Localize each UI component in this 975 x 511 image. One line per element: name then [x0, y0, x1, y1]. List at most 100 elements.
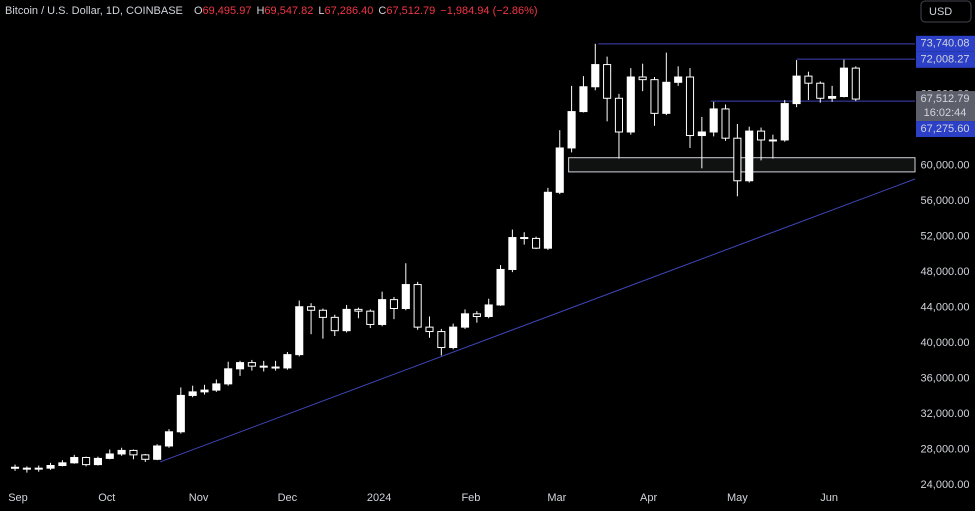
candle-body [851, 67, 860, 100]
candle-body [437, 331, 446, 349]
x-tick-label: Sep [8, 492, 28, 504]
candle-body [768, 139, 777, 142]
candle-body [508, 237, 517, 270]
candle-body [366, 310, 375, 325]
currency-button[interactable] [920, 0, 972, 23]
candle-body [22, 467, 31, 470]
candle-body [828, 96, 837, 99]
candle-body [520, 237, 529, 240]
candle-body [603, 64, 612, 99]
ohlc-value: 69,495.97 [203, 5, 252, 17]
candle-body [579, 86, 588, 113]
candle-body [153, 445, 162, 460]
ohlc-value: 67,512.79 [386, 5, 435, 17]
candle-body [401, 284, 410, 309]
candle-body [662, 81, 671, 114]
y-tick-label: 32,000.00 [921, 408, 970, 420]
candle-body [212, 383, 221, 391]
plot-area [10, 43, 916, 473]
candle-body [176, 394, 185, 433]
candle-body [591, 64, 600, 88]
candle-body [745, 130, 754, 182]
candle-body [674, 76, 683, 83]
x-tick-label: May [727, 492, 748, 504]
candle-body [82, 457, 91, 466]
candle-body [697, 131, 706, 137]
ohlc-key: L [318, 5, 324, 17]
price-tag-label: 67,275.60 [921, 123, 970, 135]
candle-body [58, 462, 67, 466]
x-tick-label: Apr [640, 492, 657, 504]
candle-body [567, 111, 576, 149]
candle-body [10, 466, 20, 469]
zone [568, 157, 916, 173]
y-tick-label: 52,000.00 [921, 231, 970, 243]
price-tag-label: 67,512.79 [921, 93, 970, 105]
ohlc-value: 69,547.82 [264, 5, 313, 17]
countdown: 16:02:44 [924, 107, 967, 119]
currency[interactable]: USD [929, 6, 952, 18]
candle-body [626, 76, 635, 133]
candle-body [93, 457, 102, 466]
candle-body [389, 299, 399, 309]
legend: Bitcoin / U.S. Dollar, 1D, COINBASE O69,… [5, 5, 538, 17]
candle-body [839, 67, 849, 98]
x-tick-label: Nov [189, 492, 209, 504]
x-tick-label: Dec [278, 492, 298, 504]
x-tick-label: 2024 [367, 492, 391, 504]
candle-body [638, 76, 647, 81]
price-tag [916, 121, 975, 138]
candle-body [780, 103, 789, 141]
y-tick-label: 36,000.00 [921, 372, 970, 384]
candle-body [543, 191, 552, 249]
candle-body [129, 449, 138, 456]
candle-body [472, 313, 481, 317]
x-tick-label: Oct [98, 492, 115, 504]
ohlc-key: H [256, 5, 264, 17]
candle-body [425, 326, 434, 333]
candle-body [330, 316, 339, 332]
candle-body [34, 467, 43, 470]
candle-body [46, 464, 55, 469]
symbol: Bitcoin / U.S. Dollar, 1D, COINBASE [5, 5, 183, 17]
ohlc-key: C [378, 5, 386, 17]
candle-body [105, 453, 114, 459]
y-tick-label: 60,000.00 [921, 160, 970, 172]
x-tick-label: Feb [461, 492, 480, 504]
candle-body [318, 309, 327, 318]
candle-body [247, 362, 256, 367]
candle-body [70, 457, 79, 464]
y-tick-label: 48,000.00 [921, 266, 970, 278]
candle-body [449, 326, 458, 349]
x-tick-label: Jun [820, 492, 838, 504]
candle-body [141, 454, 150, 460]
candle-body [496, 268, 505, 306]
annotation-line [159, 178, 916, 463]
candle-body [259, 365, 268, 368]
candle-body [804, 75, 813, 84]
candle-body [650, 79, 659, 114]
candle-body [413, 284, 422, 328]
candle-body [484, 304, 493, 317]
candle-body [224, 368, 233, 385]
y-tick-label: 28,000.00 [921, 443, 970, 455]
candle-body [354, 308, 363, 312]
ohlc-value: 67,286.40 [324, 5, 373, 17]
candle-body [555, 147, 564, 193]
candle-body [188, 391, 197, 396]
change: −1,984.94 (−2.86%) [440, 5, 537, 17]
candle-body [200, 389, 209, 393]
x-tick-label: Mar [547, 492, 566, 504]
candle-body [460, 313, 470, 328]
candle-body [532, 237, 541, 249]
candle-body [614, 97, 624, 133]
candle-body [342, 308, 351, 332]
candle-body [307, 306, 316, 311]
candle-body [792, 75, 801, 105]
candle-body [733, 137, 742, 182]
price-tag [916, 35, 975, 52]
candle-body [378, 299, 387, 325]
